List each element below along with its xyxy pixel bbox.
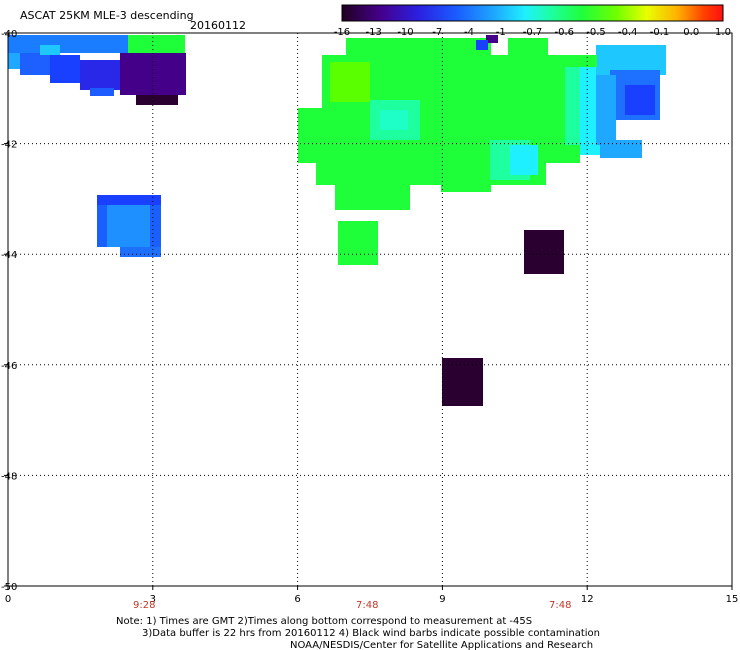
cell xyxy=(40,45,60,55)
cell xyxy=(600,140,642,158)
map-date: 20160112 xyxy=(190,19,246,32)
y-tick-label: -42 xyxy=(1,140,17,151)
y-axis-ticks: -40 -42 -44 -46 -48 -50 xyxy=(1,29,17,593)
cell xyxy=(8,53,20,69)
cell-tl-dark xyxy=(136,95,178,105)
cell xyxy=(476,40,488,50)
cell xyxy=(80,60,120,90)
y-tick-label: -40 xyxy=(1,29,17,40)
note-line-1: Note: 1) Times are GMT 2)Times along bot… xyxy=(116,616,532,627)
cell xyxy=(625,85,655,115)
y-tick-label: -46 xyxy=(1,361,17,372)
cell xyxy=(565,55,597,67)
cell xyxy=(486,35,498,43)
cell-dark xyxy=(442,358,483,406)
x-tick-label: 3 xyxy=(150,594,156,605)
data-layer xyxy=(8,35,666,406)
time-label-3: 7:48 xyxy=(549,600,571,611)
cell xyxy=(90,88,114,96)
cell xyxy=(150,205,161,247)
cell xyxy=(97,195,161,205)
cell xyxy=(20,53,50,75)
cell xyxy=(335,182,410,210)
cell xyxy=(596,75,616,145)
cell xyxy=(97,205,107,247)
time-label-1: 9:28 xyxy=(133,600,155,611)
y-tick-label: -44 xyxy=(1,250,17,261)
colorbar-gradient xyxy=(341,4,724,22)
cell-tl-green xyxy=(128,35,185,53)
x-tick-label: 9 xyxy=(439,594,445,605)
x-tick-label: 6 xyxy=(294,594,300,605)
cell xyxy=(508,38,548,58)
cell xyxy=(580,60,600,155)
note-line-2: 3)Data buffer is 22 hrs from 20160112 4)… xyxy=(142,628,600,639)
cell xyxy=(380,110,408,130)
cell xyxy=(50,55,80,83)
cell xyxy=(330,62,370,102)
cell-dark xyxy=(524,230,564,274)
x-tick-label: 15 xyxy=(726,594,739,605)
map-title: ASCAT 25KM MLE-3 descending xyxy=(20,9,194,22)
cell xyxy=(510,145,538,175)
time-label-2: 7:48 xyxy=(356,600,378,611)
cell xyxy=(346,38,491,58)
plot-frame xyxy=(7,32,733,587)
x-axis-ticks: 0 3 6 9 12 15 xyxy=(5,586,739,605)
cell xyxy=(338,221,378,265)
y-tick-label: -48 xyxy=(1,471,17,482)
cell xyxy=(441,182,491,192)
y-tick-label: -50 xyxy=(1,582,17,593)
cell xyxy=(120,247,161,257)
note-line-3: NOAA/NESDIS/Center for Satellite Applica… xyxy=(290,640,593,650)
x-tick-label: 0 xyxy=(5,594,11,605)
x-tick-label: 12 xyxy=(581,594,594,605)
